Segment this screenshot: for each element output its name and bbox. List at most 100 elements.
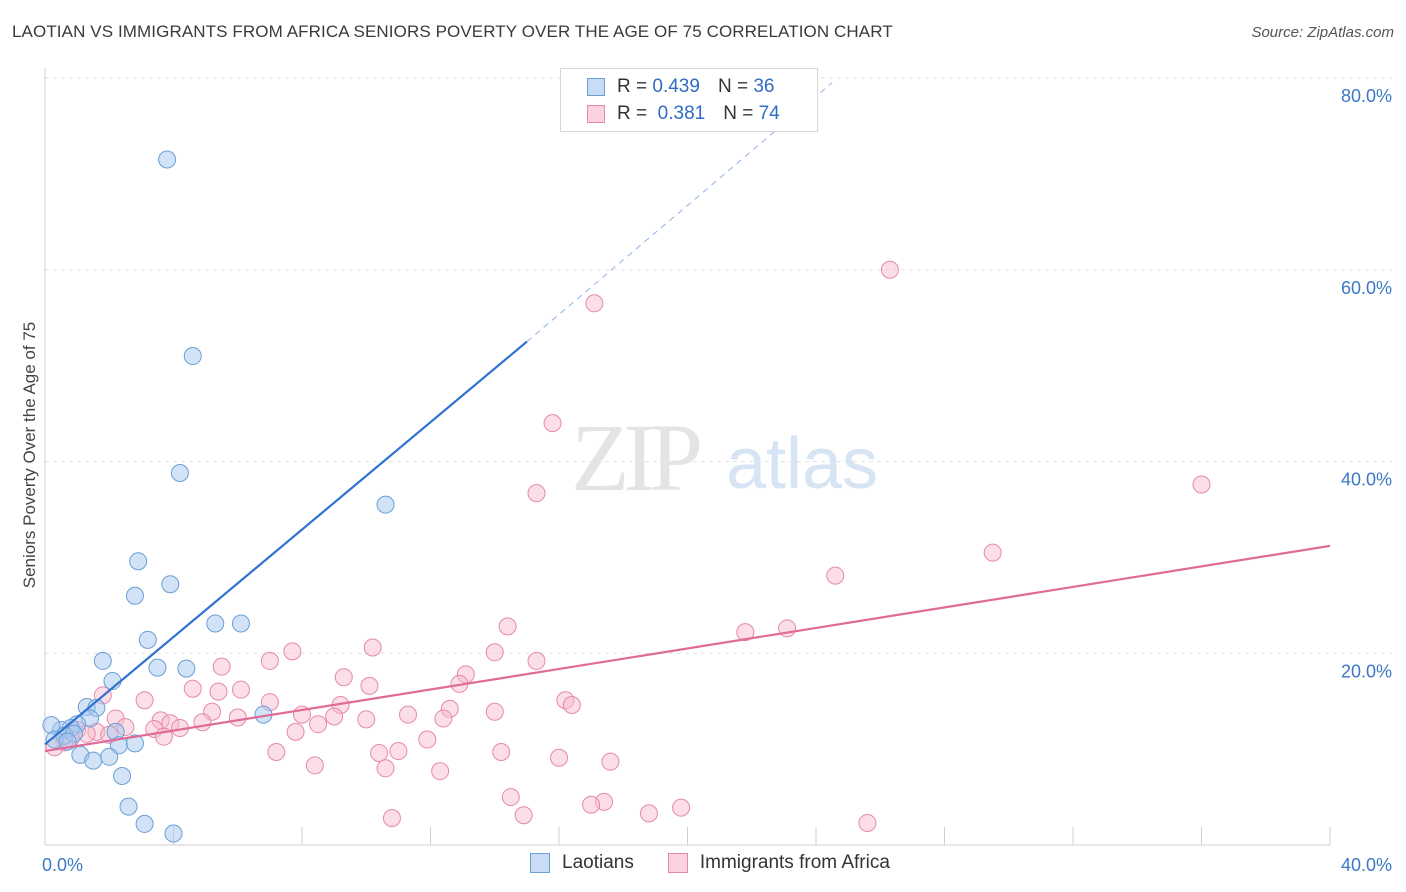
point-laotians bbox=[129, 552, 148, 571]
legend-row-laotians: R = 0.439 N = 36 bbox=[587, 75, 774, 99]
legend-row-africa: R = 0.381 N = 74 bbox=[587, 102, 780, 126]
point-africa bbox=[543, 414, 562, 433]
point-laotians bbox=[119, 797, 138, 816]
point-laotians bbox=[148, 658, 167, 677]
point-africa bbox=[309, 715, 328, 734]
point-africa bbox=[212, 657, 231, 676]
trend-line-laotians bbox=[44, 340, 528, 746]
point-laotians bbox=[135, 814, 154, 833]
legend-n-label: N = bbox=[717, 76, 749, 97]
point-laotians bbox=[100, 747, 119, 766]
point-africa bbox=[399, 705, 418, 724]
point-africa bbox=[231, 680, 250, 699]
y-tick-label: 40.0% bbox=[1341, 470, 1392, 490]
point-africa bbox=[135, 691, 154, 710]
legend-r-value: 0.381 bbox=[657, 103, 706, 124]
point-africa bbox=[562, 696, 581, 715]
point-africa bbox=[527, 651, 546, 670]
point-africa bbox=[498, 617, 517, 636]
legend-item-laotians[interactable]: Laotians bbox=[530, 852, 634, 874]
grid-lines bbox=[45, 77, 1392, 654]
point-africa bbox=[582, 795, 601, 814]
point-africa bbox=[485, 702, 504, 721]
point-laotians bbox=[164, 824, 183, 843]
tick-labels: 20.0% 40.0% 60.0% 80.0% 0.0% 40.0% bbox=[42, 86, 1392, 875]
point-laotians bbox=[138, 630, 157, 649]
point-africa bbox=[305, 756, 324, 775]
point-africa bbox=[736, 623, 755, 642]
point-africa bbox=[485, 643, 504, 662]
point-africa bbox=[209, 682, 228, 701]
point-laotians bbox=[125, 734, 144, 753]
point-africa bbox=[1192, 475, 1211, 494]
point-africa bbox=[492, 743, 511, 762]
point-africa bbox=[514, 806, 533, 825]
point-laotians bbox=[183, 347, 202, 366]
series-legend: Laotians Immigrants from Africa bbox=[530, 852, 924, 874]
y-tick-label: 60.0% bbox=[1341, 278, 1392, 298]
source-label: Source: ZipAtlas.com bbox=[1251, 24, 1394, 41]
watermark-zip: ZIP bbox=[571, 404, 700, 511]
legend-r-value: 0.439 bbox=[652, 76, 700, 97]
point-laotians bbox=[93, 651, 112, 670]
legend-n-value: 74 bbox=[758, 103, 780, 124]
legend-label-laotians: Laotians bbox=[562, 852, 634, 873]
y-tick-label: 80.0% bbox=[1341, 86, 1392, 106]
point-africa bbox=[826, 566, 845, 585]
legend-swatch-africa bbox=[587, 105, 605, 123]
point-africa bbox=[382, 809, 401, 828]
point-africa bbox=[501, 788, 520, 807]
point-africa bbox=[363, 638, 382, 657]
point-africa bbox=[639, 804, 658, 823]
point-africa bbox=[260, 651, 279, 670]
point-africa bbox=[267, 743, 286, 762]
watermark: ZIP atlas bbox=[571, 404, 878, 511]
legend-n-label: N = bbox=[723, 103, 754, 124]
point-africa bbox=[880, 260, 899, 279]
point-africa bbox=[228, 708, 247, 727]
legend-item-africa[interactable]: Immigrants from Africa bbox=[667, 852, 890, 874]
point-laotians bbox=[125, 586, 144, 605]
x-tick-label: 0.0% bbox=[42, 855, 83, 875]
legend-r-label: R = bbox=[617, 103, 648, 124]
point-africa bbox=[325, 707, 344, 726]
point-africa bbox=[183, 679, 202, 698]
point-laotians bbox=[177, 659, 196, 678]
point-africa bbox=[286, 722, 305, 741]
point-laotians bbox=[84, 751, 103, 770]
point-laotians bbox=[376, 495, 395, 514]
point-africa bbox=[334, 668, 353, 687]
y-tick-label: 20.0% bbox=[1341, 661, 1392, 681]
point-africa bbox=[376, 759, 395, 778]
point-africa bbox=[585, 294, 604, 313]
point-laotians bbox=[161, 575, 180, 594]
point-africa bbox=[370, 743, 389, 762]
point-africa bbox=[601, 752, 620, 771]
point-africa bbox=[672, 798, 691, 817]
point-laotians bbox=[158, 150, 177, 169]
legend-swatch-laotians bbox=[587, 78, 605, 96]
point-africa bbox=[527, 484, 546, 503]
trend-line-africa bbox=[44, 544, 1331, 753]
point-laotians bbox=[113, 766, 132, 785]
correlation-legend: R = 0.439 N = 36 R = 0.381 N = 74 bbox=[560, 68, 818, 132]
point-africa bbox=[858, 813, 877, 832]
point-africa bbox=[360, 676, 379, 695]
y-axis-label: Seniors Poverty Over the Age of 75 bbox=[20, 321, 39, 589]
point-africa bbox=[418, 730, 437, 749]
point-africa bbox=[983, 543, 1002, 562]
legend-n-value: 36 bbox=[753, 76, 775, 97]
legend-label-africa: Immigrants from Africa bbox=[699, 852, 890, 873]
x-tick-label: 40.0% bbox=[1341, 855, 1392, 875]
point-africa bbox=[434, 709, 453, 728]
point-africa bbox=[389, 742, 408, 761]
point-laotians bbox=[170, 464, 189, 483]
watermark-atlas: atlas bbox=[726, 424, 878, 504]
point-africa bbox=[550, 748, 568, 767]
point-africa bbox=[357, 710, 376, 729]
point-africa bbox=[431, 762, 450, 781]
legend-swatch-africa bbox=[667, 853, 688, 873]
point-laotians bbox=[206, 614, 225, 633]
point-laotians bbox=[231, 614, 250, 633]
chart-title: LAOTIAN VS IMMIGRANTS FROM AFRICA SENIOR… bbox=[12, 22, 893, 41]
